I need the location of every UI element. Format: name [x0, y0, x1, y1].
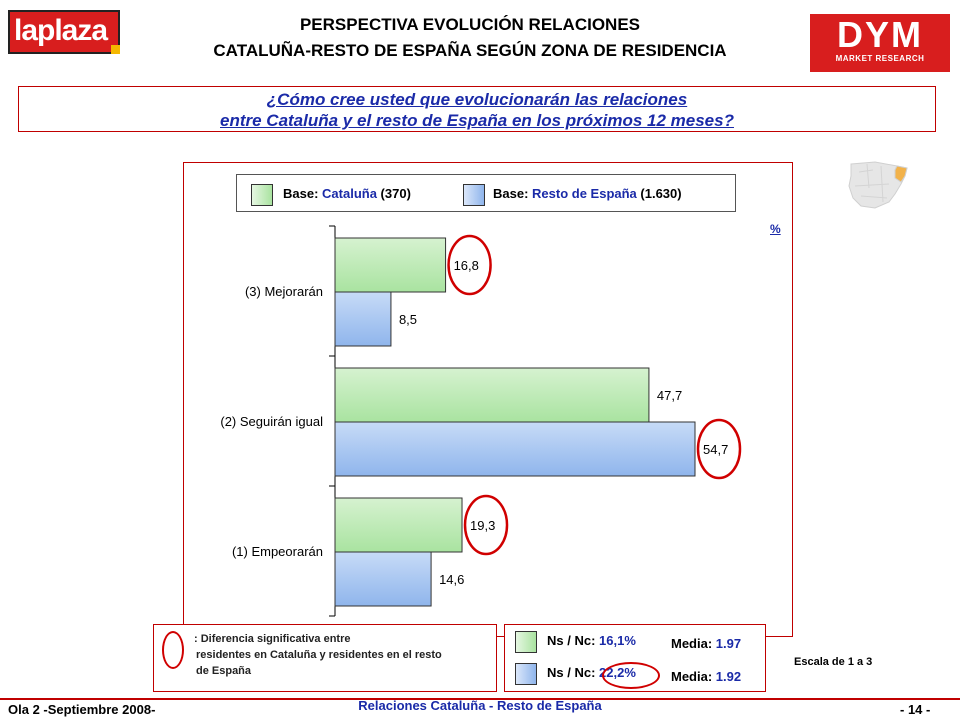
- category-label: (2) Seguirán igual: [220, 414, 323, 429]
- nsnc-cataluna: Ns / Nc: 16,1%: [547, 633, 636, 648]
- significance-line2: residentes en Cataluña y residentes en e…: [196, 649, 442, 661]
- question-box: ¿Cómo cree usted que evolucionarán las r…: [18, 86, 936, 132]
- bar-cataluna: [334, 237, 447, 293]
- bar-resto: [334, 291, 392, 347]
- data-label: 16,8: [454, 258, 479, 273]
- bar-resto: [334, 551, 432, 607]
- dym-logo: DYM MARKET RESEARCH: [810, 14, 950, 72]
- dym-logo-text: DYM: [837, 14, 923, 55]
- bar-resto: [334, 421, 696, 477]
- question-line1: ¿Cómo cree usted que evolucionarán las r…: [266, 90, 688, 109]
- page-title-line2: CATALUÑA-RESTO DE ESPAÑA SEGÚN ZONA DE R…: [213, 41, 727, 60]
- media-resto: Media: 1.92: [671, 669, 742, 684]
- bar-cataluna: [334, 367, 650, 423]
- laplaza-logo: laplaza: [8, 10, 120, 54]
- legend-label-cataluna: Base: Cataluña (370): [283, 186, 411, 201]
- laplaza-logo-text: laplaza: [14, 14, 108, 47]
- data-label: 19,3: [470, 518, 495, 533]
- data-label: 54,7: [703, 442, 728, 457]
- media-cataluna: Media: 1.97: [671, 636, 742, 651]
- significance-highlight-circle: [463, 494, 509, 556]
- significance-highlight-circle: [696, 418, 742, 480]
- nsnc-box: Ns / Nc: 16,1% Media: 1.97 Ns / Nc: 22,2…: [504, 624, 766, 692]
- spain-map-icon: [848, 161, 908, 209]
- legend-label-resto: Base: Resto de España (1.630): [493, 186, 682, 201]
- footer-title: Relaciones Cataluña - Resto de España: [358, 698, 602, 713]
- nsnc-swatch-cataluna: [515, 631, 537, 653]
- category-label: (1) Empeorarán: [232, 544, 323, 559]
- footer-divider: [0, 698, 960, 700]
- bar-cataluna: [334, 497, 463, 553]
- category-label: (3) Mejorarán: [245, 284, 323, 299]
- question-line2: entre Cataluña y el resto de España en l…: [220, 111, 734, 130]
- significance-line3: de España: [196, 665, 252, 677]
- data-label: 47,7: [657, 388, 682, 403]
- nsnc-highlight-circle: [602, 662, 660, 689]
- footer-wave: Ola 2 -Septiembre 2008-: [8, 702, 156, 717]
- significance-note: : Diferencia significativa entre residen…: [153, 624, 497, 692]
- percent-unit-label: %: [770, 222, 781, 236]
- chart-legend: Base: Cataluña (370) Base: Resto de Espa…: [236, 174, 736, 212]
- page-title-line1: PERSPECTIVA EVOLUCIÓN RELACIONES: [299, 15, 641, 34]
- significance-line1: : Diferencia significativa entre: [194, 633, 351, 645]
- legend-swatch-cataluna: [251, 184, 273, 206]
- significance-circle-icon: [162, 631, 184, 669]
- page-number: - 14 -: [900, 702, 931, 717]
- data-label: 14,6: [439, 572, 464, 587]
- page-title: PERSPECTIVA EVOLUCIÓN RELACIONES CATALUÑ…: [130, 12, 810, 64]
- nsnc-swatch-resto: [515, 663, 537, 685]
- significance-highlight-circle: [447, 234, 492, 296]
- logo-dot-icon: [111, 45, 120, 54]
- data-label: 8,5: [399, 312, 417, 327]
- legend-swatch-resto: [463, 184, 485, 206]
- dym-logo-subtext: MARKET RESEARCH: [835, 54, 925, 63]
- scale-note: Escala de 1 a 3: [794, 656, 873, 668]
